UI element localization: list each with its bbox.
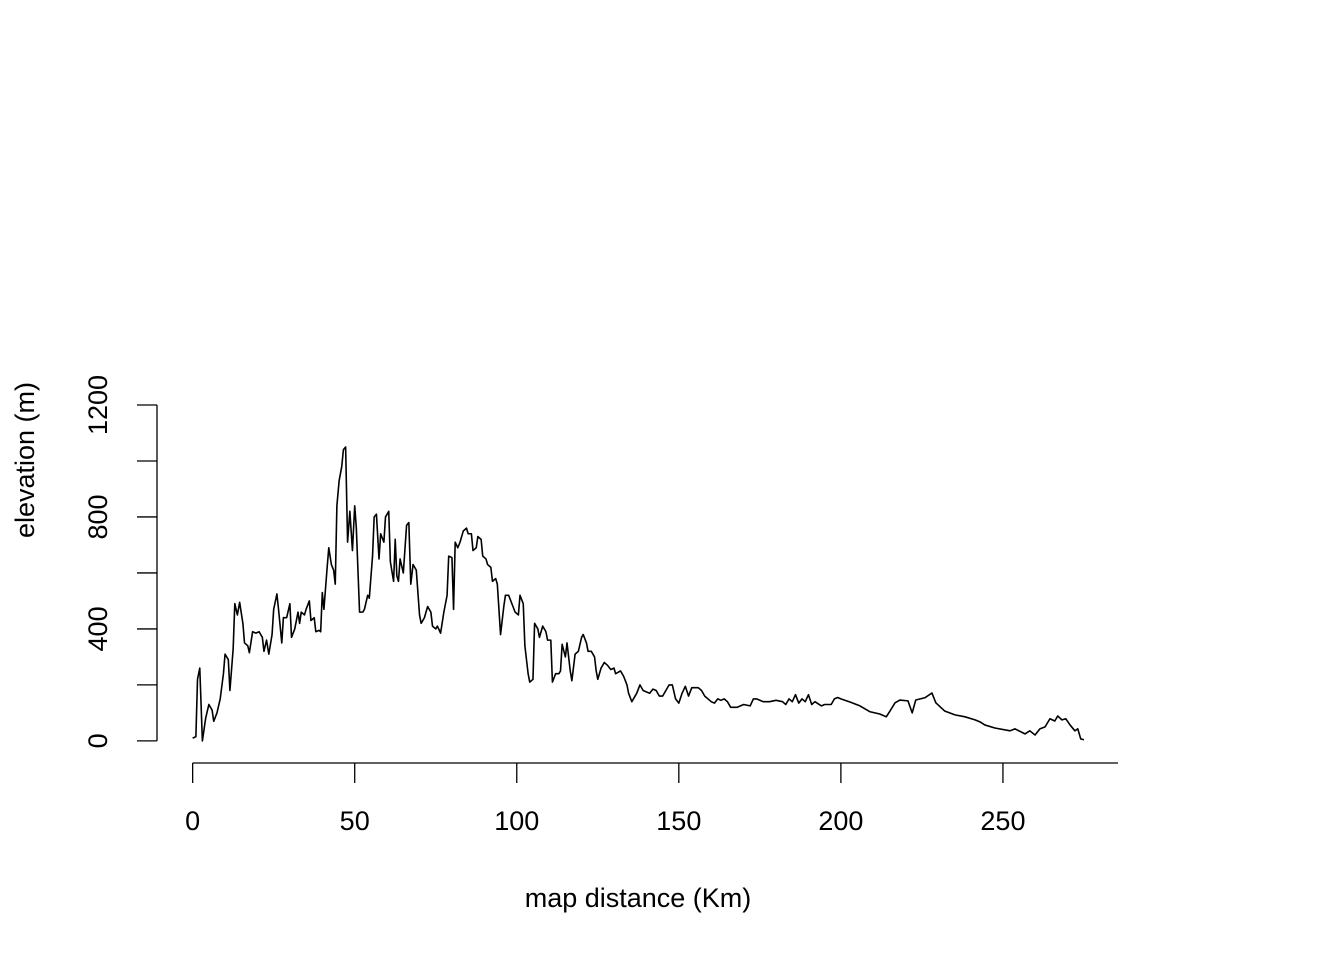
x-tick-label: 250 (980, 806, 1025, 836)
y-tick-label: 0 (83, 733, 113, 748)
y-axis-label: elevation (m) (10, 382, 40, 538)
elevation-line (192, 446, 1085, 742)
x-tick-label: 100 (494, 806, 539, 836)
x-tick-label: 150 (656, 806, 701, 836)
x-tick-label: 50 (340, 806, 370, 836)
y-tick-label: 800 (83, 494, 113, 539)
x-axis-label: map distance (Km) (525, 883, 752, 913)
y-tick-label: 1200 (83, 375, 113, 435)
x-tick-label: 0 (185, 806, 200, 836)
y-tick-label: 400 (83, 606, 113, 651)
x-tick-label: 200 (818, 806, 863, 836)
